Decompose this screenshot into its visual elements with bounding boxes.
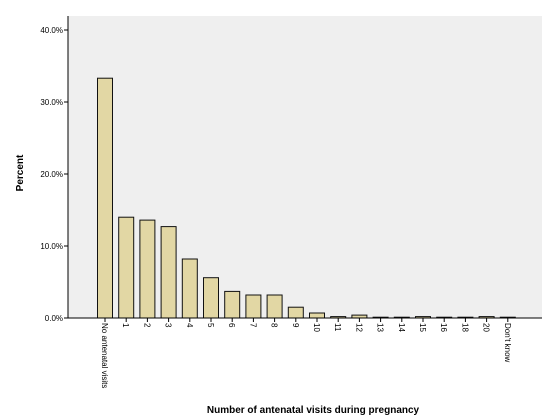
x-tick-label-13: 13	[376, 323, 385, 332]
x-tick-label-19: Don't know	[503, 323, 512, 363]
x-tick-label-7: 7	[248, 323, 257, 328]
x-axis: No antenatal visits 1 2 3 4 5 6 7 8 9 10 11 12 13 14 15…	[68, 317, 542, 388]
x-tick-label-11: 11	[333, 323, 342, 332]
bar-2	[139, 219, 156, 319]
x-tick-label-17: 18	[460, 323, 469, 332]
x-axis-title: Number of antenatal visits during pregna…	[207, 405, 420, 416]
x-tick-label-5: 5	[206, 323, 215, 328]
x-tick-label-1: 1	[121, 323, 130, 328]
y-tick-label-2: 20.0%	[40, 170, 63, 179]
x-tick-label-6: 6	[227, 323, 236, 328]
x-tick-label-2: 2	[142, 323, 151, 328]
bar-series	[97, 77, 516, 319]
y-tick-label-1: 10.0%	[40, 242, 63, 251]
y-tick-label-4: 40.0%	[40, 26, 63, 35]
bar-1	[118, 216, 135, 319]
x-tick-label-3: 3	[164, 323, 173, 328]
bar-3	[160, 226, 177, 319]
bar-9	[287, 306, 304, 319]
y-axis-title: Percent	[15, 154, 26, 191]
x-tick-label-0: No antenatal visits	[100, 323, 109, 388]
bar-8	[266, 294, 283, 319]
x-tick-label-4: 4	[185, 323, 194, 328]
y-axis: 0.0% 10.0% 20.0% 30.0% 40.0%	[40, 16, 69, 323]
y-tick-label-0: 0.0%	[45, 314, 63, 323]
bar-10	[309, 312, 325, 319]
x-tick-label-10: 10	[312, 323, 321, 332]
bar-6	[224, 290, 241, 319]
bar-5	[203, 277, 219, 319]
x-tick-label-18: 20	[482, 323, 491, 332]
bar-0	[97, 77, 113, 319]
x-tick-label-14: 14	[397, 323, 406, 332]
y-tick-label-3: 30.0%	[40, 98, 63, 107]
bar-4	[181, 258, 198, 319]
x-tick-label-9: 9	[291, 323, 300, 328]
x-tick-label-8: 8	[270, 323, 279, 328]
bar-7	[245, 294, 262, 319]
x-tick-label-15: 15	[418, 323, 427, 332]
plot-background	[68, 16, 542, 318]
x-tick-label-12: 12	[354, 323, 363, 332]
x-tick-label-16: 16	[439, 323, 448, 332]
